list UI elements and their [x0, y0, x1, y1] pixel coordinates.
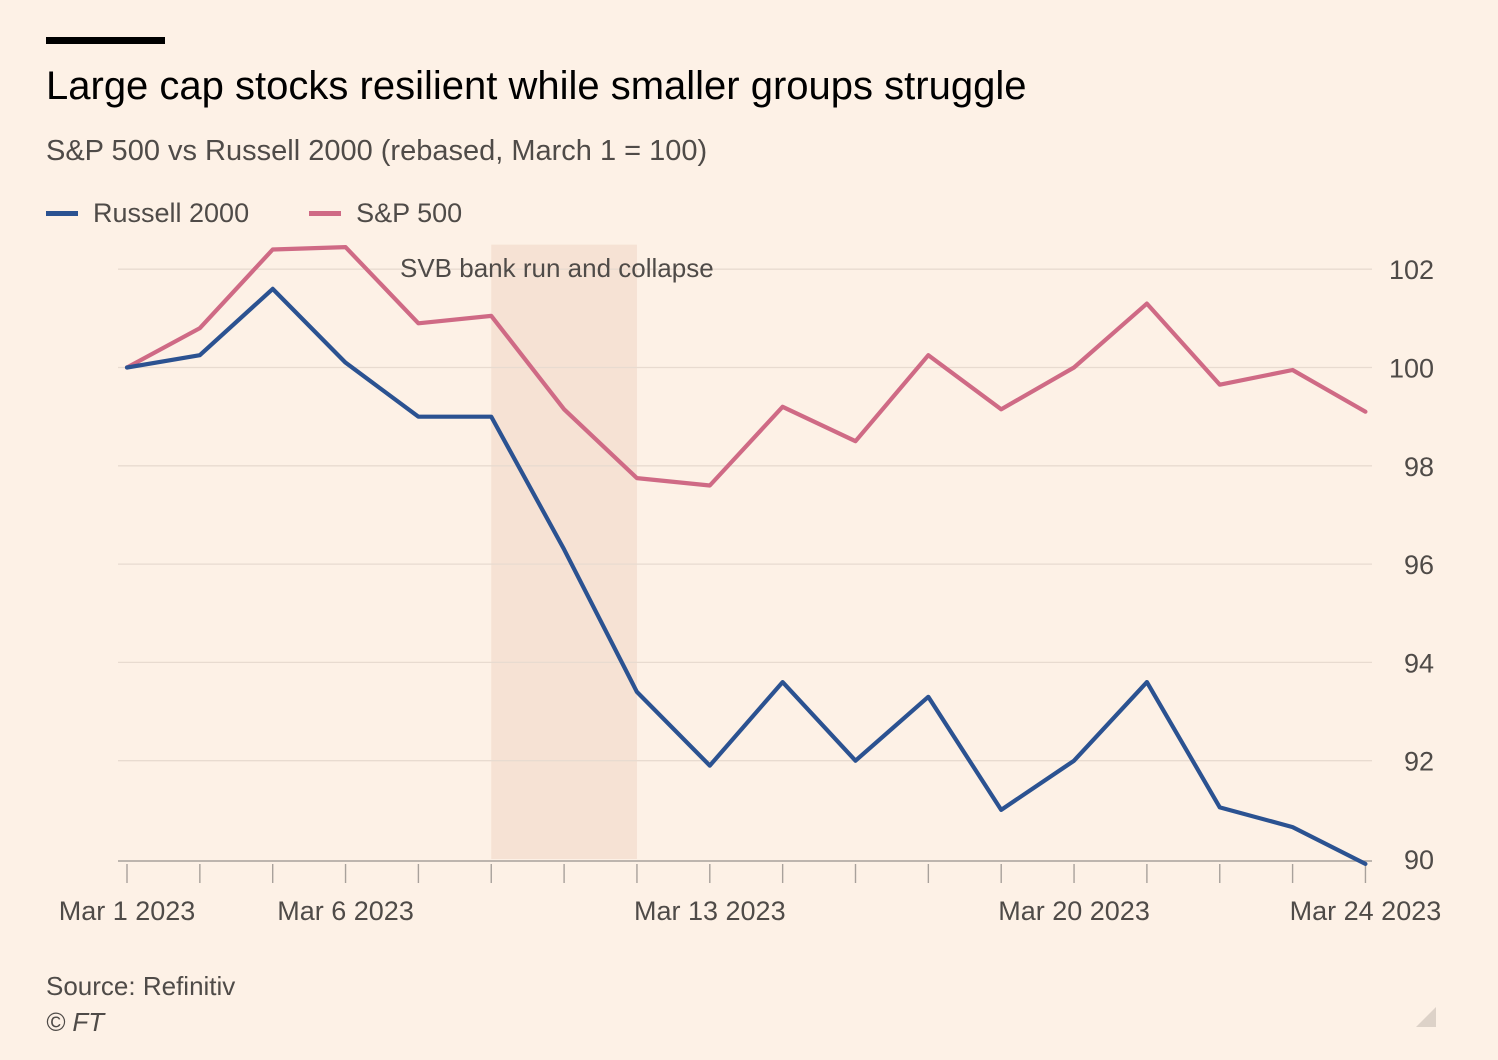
y-tick-label-92: 92 — [1404, 747, 1434, 777]
y-tick-label-102: 102 — [1389, 255, 1434, 285]
y-tick-label-94: 94 — [1404, 648, 1434, 678]
ft-top-bar — [46, 37, 165, 44]
legend-swatch-sp500 — [309, 210, 342, 216]
x-tick-label: Mar 1 2023 — [59, 896, 196, 926]
svb-annotation-label: SVB bank run and collapse — [400, 253, 714, 283]
x-tick-label: Mar 13 2023 — [634, 896, 786, 926]
x-tick-label: Mar 24 2023 — [1290, 896, 1442, 926]
y-tick-label-96: 96 — [1404, 550, 1434, 580]
series-line-russell-2000 — [124, 286, 1368, 867]
copyright-note: © FT — [46, 1007, 105, 1037]
series-line-sp-500 — [124, 245, 1368, 488]
x-tick-label: Mar 20 2023 — [998, 896, 1150, 926]
chart-title: Large cap stocks resilient while smaller… — [46, 64, 1027, 108]
chart-subtitle: S&P 500 vs Russell 2000 (rebased, March … — [46, 135, 708, 167]
x-tick-label: Mar 6 2023 — [277, 896, 414, 926]
resize-handle-icon[interactable] — [1416, 1007, 1436, 1027]
y-tick-label-100: 100 — [1389, 354, 1434, 384]
source-note: Source: Refinitiv — [46, 971, 236, 1001]
chart-legend: Russell 2000 S&P 500 — [46, 196, 522, 230]
y-tick-label-98: 98 — [1404, 452, 1434, 482]
y-tick-label-90: 90 — [1404, 845, 1434, 875]
legend-label-russell: Russell 2000 — [93, 197, 250, 228]
legend-item-sp500: S&P 500 — [309, 198, 462, 229]
legend-item-russell: Russell 2000 — [46, 198, 249, 229]
legend-label-sp500: S&P 500 — [356, 197, 463, 228]
legend-swatch-russell — [46, 210, 78, 216]
